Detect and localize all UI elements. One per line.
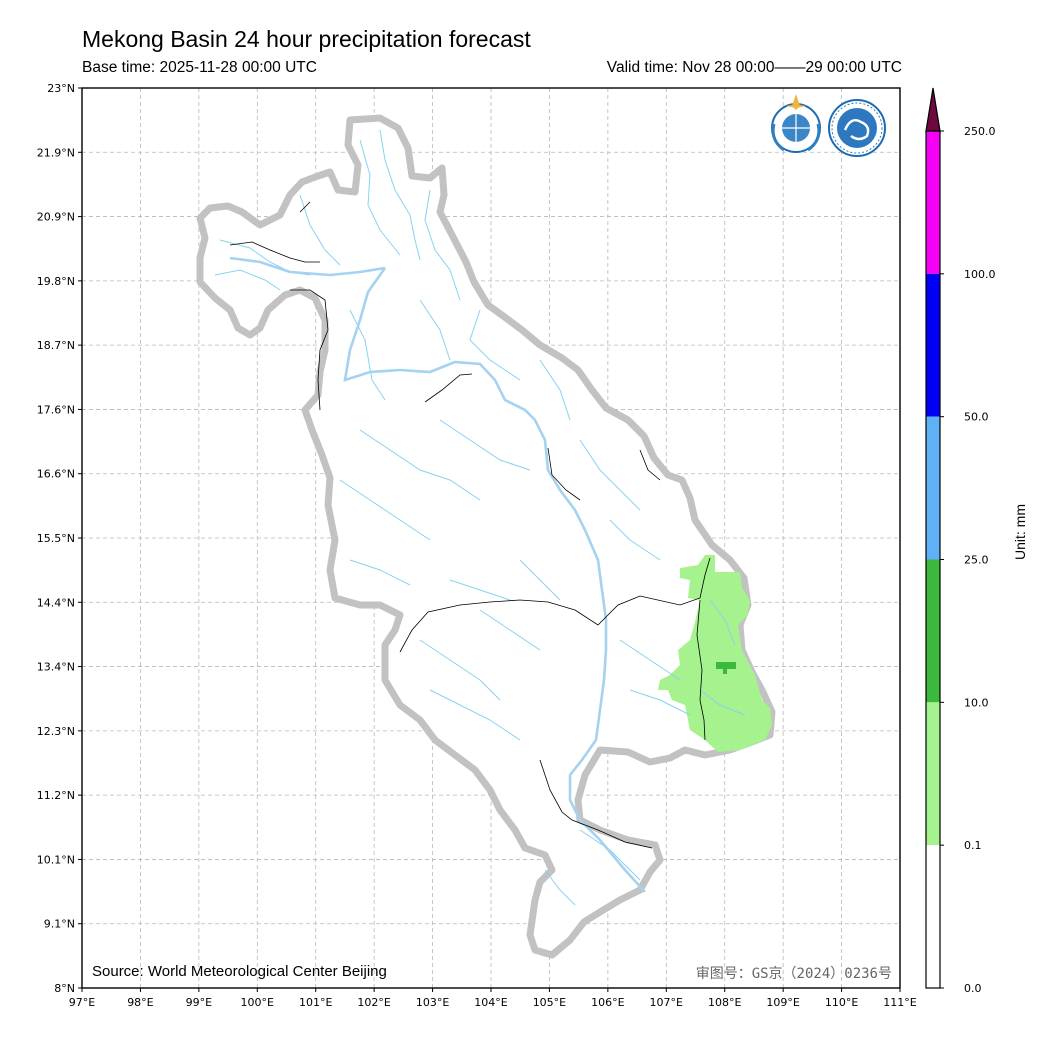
map-approval-number: 审图号：GS京（2024）0236号 — [695, 966, 892, 982]
lat-tick-label: 14.4°N — [37, 596, 75, 609]
mekong-basin — [196, 114, 776, 959]
lat-tick-label: 15.5°N — [37, 532, 75, 545]
legend-swatch — [926, 273, 940, 417]
lon-tick-label: 109°E — [766, 996, 799, 1009]
lat-tick-label: 19.8°N — [37, 275, 75, 288]
legend-tick-label: 0.0 — [964, 982, 982, 995]
lon-tick-label: 99°E — [186, 996, 212, 1009]
lat-tick-label: 12.3°N — [37, 725, 75, 738]
cma-logo — [828, 99, 886, 157]
lat-tick-label: 10.1°N — [37, 853, 75, 866]
precip-light-area — [658, 555, 772, 752]
legend-swatch — [926, 845, 940, 988]
precip-moderate-cell — [723, 666, 727, 674]
source-note: Source: World Meteorological Center Beij… — [92, 963, 387, 980]
main-rivers — [229, 256, 646, 893]
legend-tick-label: 100.0 — [964, 268, 996, 281]
lat-tick-label: 11.2°N — [37, 789, 75, 802]
wmo-logo — [771, 94, 821, 153]
lat-tick-label: 17.6°N — [37, 403, 75, 416]
lon-tick-label: 103°E — [416, 996, 449, 1009]
legend-tick-label: 10.0 — [964, 696, 989, 709]
legend-tick-label: 25.0 — [964, 554, 989, 567]
legend-tick-label: 250.0 — [964, 125, 996, 138]
lat-tick-label: 13.4°N — [37, 661, 75, 674]
country-borders — [229, 201, 711, 849]
lon-tick-label: 106°E — [591, 996, 624, 1009]
lat-tick-label: 16.6°N — [37, 468, 75, 481]
lon-tick-label: 110°E — [825, 996, 858, 1009]
precip-moderate-cell — [716, 662, 736, 669]
lat-tick-label: 8°N — [54, 982, 75, 995]
latitude-axis: 23°N 21.9°N 20.9°N 19.8°N 18.7°N 17.6°N 16.6°N… — [37, 82, 82, 995]
lat-tick-label: 21.9°N — [37, 146, 75, 159]
legend-swatch — [926, 559, 940, 703]
lon-tick-label: 108°E — [708, 996, 741, 1009]
legend-extend-arrow — [925, 87, 941, 132]
legend-swatch — [926, 416, 940, 560]
lon-tick-label: 102°E — [357, 996, 390, 1009]
river-network — [214, 129, 746, 906]
lon-tick-label: 107°E — [650, 996, 683, 1009]
legend-colorbar: 250.0 100.0 50.0 25.0 10.0 0.1 0.0 — [925, 87, 996, 995]
lon-tick-label: 97°E — [69, 996, 95, 1009]
lat-tick-label: 9.1°N — [44, 918, 75, 931]
basin-outline — [196, 114, 776, 959]
legend-unit: Unit: mm — [1012, 504, 1028, 560]
lat-tick-label: 18.7°N — [37, 339, 75, 352]
lat-tick-label: 20.9°N — [37, 211, 75, 224]
map-title: Mekong Basin 24 hour precipitation forec… — [82, 26, 531, 52]
lon-tick-label: 105°E — [533, 996, 566, 1009]
longitude-axis: 97°E 98°E 99°E 100°E 101°E 102°E 103°E 104°E 105… — [69, 988, 917, 1009]
legend-tick-label: 50.0 — [964, 411, 989, 424]
legend-tick-label: 0.1 — [964, 839, 982, 852]
lon-tick-label: 101°E — [299, 996, 332, 1009]
lat-tick-label: 23°N — [47, 82, 75, 95]
lon-tick-label: 100°E — [241, 996, 274, 1009]
base-time: Base time: 2025-11-28 00:00 UTC — [82, 59, 317, 76]
legend-swatch — [926, 131, 940, 274]
lon-tick-label: 104°E — [474, 996, 507, 1009]
lon-tick-label: 98°E — [127, 996, 153, 1009]
legend-swatch — [926, 702, 940, 846]
valid-time: Valid time: Nov 28 00:00——29 00:00 UTC — [606, 59, 902, 76]
lon-tick-label: 111°E — [883, 996, 916, 1009]
